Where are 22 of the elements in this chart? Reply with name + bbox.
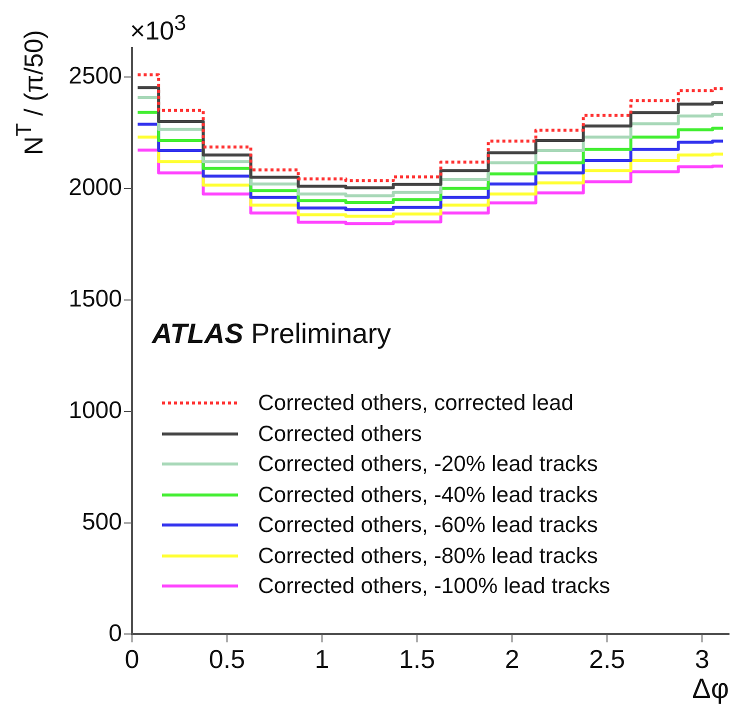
legend-label: Corrected others, -60% lead tracks bbox=[258, 512, 598, 538]
legend-label: Corrected others, -100% lead tracks bbox=[258, 573, 610, 600]
text: ×10$^{3}$ bbox=[130, 10, 186, 46]
y-tick-label: 500 bbox=[82, 508, 122, 536]
x-tick-label: 0.5 bbox=[208, 644, 246, 674]
y-tick-label: 2500 bbox=[68, 62, 122, 90]
legend-label: Corrected others bbox=[258, 420, 422, 447]
x-tick-label: 3 bbox=[694, 644, 710, 674]
y-tick-label: 1000 bbox=[68, 396, 122, 424]
legend-label: Corrected others, corrected lead bbox=[258, 390, 574, 416]
x-tick-label: 2.5 bbox=[589, 644, 626, 674]
y-tick-label: 2000 bbox=[68, 174, 122, 202]
y-tick-label: 0 bbox=[108, 620, 122, 647]
x-axis-title: Δφ bbox=[692, 672, 729, 704]
x-tick-label: 1 bbox=[314, 644, 330, 674]
legend-label: Corrected others, -80% lead tracks bbox=[258, 542, 598, 569]
legend-label: Corrected others, -20% lead tracks bbox=[258, 451, 598, 478]
x-tick-label: 2 bbox=[504, 644, 520, 674]
x-tick-label: 1.5 bbox=[398, 644, 436, 674]
annotation: ATLAS Preliminary bbox=[152, 318, 392, 350]
legend-label: Corrected others, -40% lead tracks bbox=[258, 482, 598, 508]
y-tick-label: 1500 bbox=[68, 285, 122, 312]
